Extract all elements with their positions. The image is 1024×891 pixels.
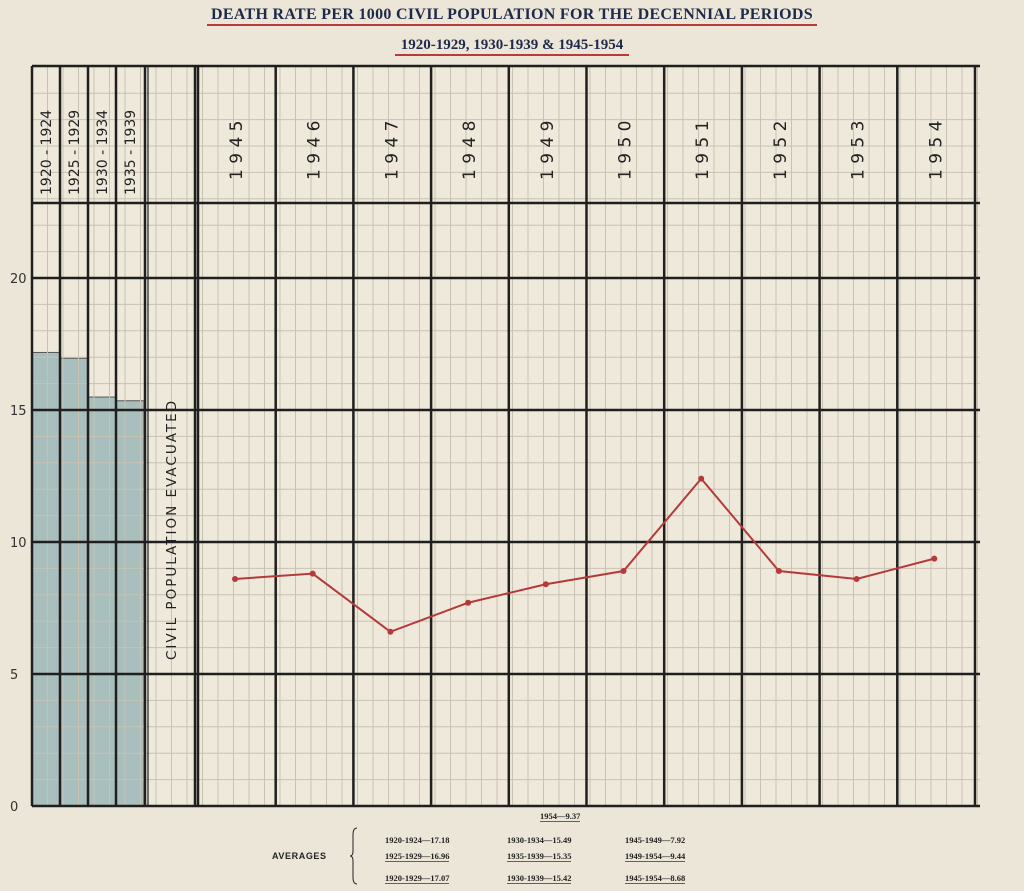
year-label-1946: 1 9 4 6	[305, 121, 325, 180]
point-1948	[465, 599, 472, 606]
averages-label: AVERAGES	[272, 851, 327, 861]
year-label-1950: 1 9 5 0	[616, 121, 636, 180]
period-label-1925-1929: 1925 - 1929	[67, 110, 83, 195]
year-label-1949: 1 9 4 9	[538, 121, 558, 180]
point-1946	[309, 570, 316, 577]
period-label-1920-1924: 1920 - 1924	[39, 110, 55, 195]
death-rate-line	[234, 477, 935, 633]
year-label-1952: 1 9 5 2	[771, 121, 791, 180]
average-item: 1930-1939—15.42	[507, 873, 572, 884]
y-tick-5: 5	[10, 668, 18, 683]
year-label-1948: 1 9 4 8	[460, 121, 480, 180]
year-label-1947: 1 9 4 7	[382, 121, 402, 180]
point-1949	[542, 581, 549, 588]
average-item: 1945-1954—8.68	[625, 873, 686, 884]
year-label-1954: 1 9 5 4	[926, 121, 946, 180]
average-item: 1949-1954—9.44	[625, 851, 686, 862]
period-label-1935-1939: 1935 - 1939	[123, 110, 139, 195]
y-tick-20: 20	[10, 272, 27, 287]
y-tick-15: 15	[10, 404, 27, 419]
average-item: 1920-1924—17.18	[385, 835, 450, 845]
y-tick-0: 0	[10, 800, 18, 815]
average-item: 1920-1929—17.07	[385, 873, 450, 884]
year-label-1945: 1 9 4 5	[227, 121, 247, 180]
point-1952	[775, 568, 782, 575]
evacuated-annotation: CIVIL POPULATION EVACUATED	[164, 399, 180, 660]
point-1947	[387, 628, 394, 635]
chart-title: DEATH RATE PER 1000 CIVIL POPULATION FOR…	[0, 6, 1024, 26]
year-label-1953: 1 9 5 3	[849, 121, 869, 180]
average-item: 1930-1934—15.49	[507, 835, 572, 845]
year-label-1951: 1 9 5 1	[693, 121, 713, 180]
point-1945	[232, 575, 238, 582]
average-item: 1945-1949—7.92	[625, 835, 686, 845]
point-1954	[931, 555, 938, 562]
averages-brace	[350, 827, 358, 885]
bar-1920-1924	[31, 351, 61, 807]
point-1951	[698, 475, 705, 482]
bar-1925-1929	[59, 357, 89, 807]
chart-subtitle: 1920-1929, 1930-1939 & 1945-1954	[0, 37, 1024, 56]
y-tick-10: 10	[10, 536, 27, 551]
period-label-1930-1934: 1930 - 1934	[95, 110, 111, 195]
average-item: 1925-1929—16.96	[385, 851, 450, 862]
bar-1930-1934	[87, 396, 117, 807]
point-1950	[620, 568, 627, 575]
point-1953	[853, 575, 860, 582]
average-item: 1935-1939—15.35	[507, 851, 572, 862]
average-item: 1954—9.37	[540, 811, 581, 822]
bar-1935-1939	[115, 400, 145, 807]
